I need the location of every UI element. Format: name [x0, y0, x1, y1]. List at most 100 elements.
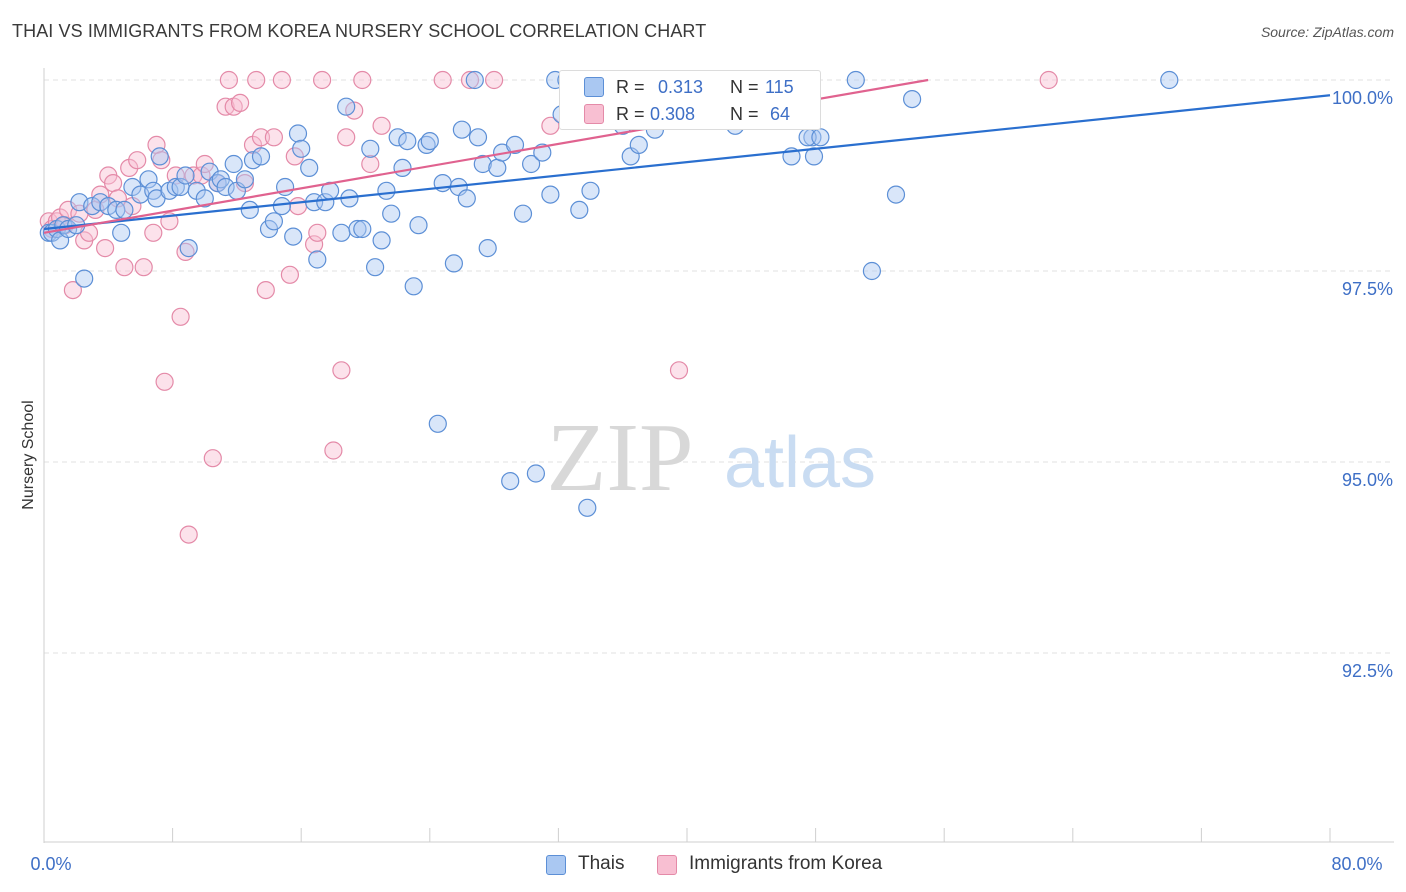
korea-point [231, 93, 250, 113]
korea-point [128, 151, 147, 170]
korea-point [361, 154, 380, 174]
thais-point [513, 204, 533, 223]
thais-point [505, 135, 525, 154]
thais-point [886, 185, 906, 204]
korea-point [63, 281, 83, 300]
korea-point [1039, 70, 1058, 90]
bottom-swatch-pink [657, 855, 677, 875]
x-tick-right: 80.0% [1331, 854, 1382, 874]
thais-point [409, 216, 428, 235]
korea-point [144, 223, 163, 242]
thais-point [465, 70, 484, 90]
korea-point [288, 197, 308, 216]
legend-n-label: N = [730, 104, 759, 124]
thais-point [404, 277, 423, 296]
korea-point [372, 116, 391, 135]
korea-point [541, 116, 560, 135]
thais-point [629, 135, 648, 154]
thais-point [428, 414, 447, 433]
thais-point [444, 254, 463, 273]
korea-point [155, 372, 174, 391]
y-tick-label: 97.5% [1342, 279, 1393, 299]
korea-point [332, 361, 351, 380]
thais-point [353, 219, 372, 239]
thais-point [501, 472, 520, 491]
korea-point [324, 441, 343, 460]
y-axis-label: Nursery School [20, 400, 37, 509]
thais-point [115, 200, 134, 219]
watermark-zip: ZIP [547, 404, 694, 512]
bottom-legend-label: Thais [578, 853, 625, 874]
thais-trend-line [43, 94, 1331, 231]
thais-point [284, 227, 303, 246]
legend-r-label: R = [616, 104, 645, 124]
thais-point [382, 204, 401, 223]
korea-point [337, 128, 356, 147]
thais-point [488, 158, 507, 177]
thais-point [473, 154, 492, 174]
thais-point [150, 147, 169, 166]
x-tick-left: 0.0% [30, 854, 71, 874]
thais-point [372, 231, 391, 250]
thais-point [348, 219, 367, 239]
thais-point [570, 200, 589, 219]
korea-point [313, 70, 332, 90]
thais-point [251, 147, 271, 166]
thais-point [393, 158, 412, 177]
thais-point [264, 212, 283, 231]
korea-point [134, 258, 153, 277]
thais-point [112, 223, 131, 242]
thais-point [308, 250, 327, 269]
y-tick-label: 100.0% [1332, 88, 1393, 108]
thais-point [75, 269, 94, 288]
thais-point [581, 181, 600, 200]
thais-point [240, 200, 259, 219]
bottom-legend-label: Immigrants from Korea [689, 853, 883, 874]
thais-point [521, 154, 541, 174]
legend-n-value: 115 [765, 77, 794, 97]
thais-point [224, 154, 243, 174]
bottom-swatch-blue [546, 855, 566, 875]
y-tick-label: 92.5% [1342, 661, 1393, 681]
thais-point [361, 139, 380, 158]
thais-point [846, 70, 865, 90]
legend-n-value: 64 [770, 104, 791, 124]
korea-point [285, 147, 304, 166]
korea-point [203, 449, 222, 468]
source-label: Source: ZipAtlas.com [1260, 24, 1394, 40]
korea-point [95, 239, 115, 258]
thais-point [337, 97, 356, 116]
thais-point [398, 132, 417, 151]
korea-point [219, 70, 238, 90]
korea-point [103, 174, 123, 193]
chart-title: THAI VS IMMIGRANTS FROM KOREA NURSERY SC… [12, 21, 707, 41]
watermark-atlas: atlas [724, 423, 876, 503]
thais-point [195, 189, 214, 208]
thais-point [862, 261, 882, 281]
thais-point [388, 128, 407, 147]
thais-point [1160, 70, 1179, 90]
thais-point [541, 185, 560, 204]
thais-point [478, 239, 497, 258]
legend-r-label: R = [616, 77, 645, 97]
thais-point [300, 158, 319, 177]
thais-point [179, 239, 198, 258]
y-tick-labels: 100.0% 97.5% 95.0% 92.5% [1332, 88, 1393, 681]
korea-point [179, 525, 198, 544]
korea-point [460, 70, 480, 90]
thais-point [292, 139, 311, 158]
thais-point [288, 124, 308, 143]
thais-point [578, 498, 597, 517]
legend-row-thais: R = 0.313 N = 115 [560, 75, 820, 99]
thais-point [216, 177, 235, 197]
legend-swatch-blue [584, 77, 604, 97]
correlation-legend: R = 0.313 N = 115 R = 0.308 N = 64 [559, 70, 821, 130]
thais-point [316, 193, 335, 212]
korea-point [305, 235, 324, 254]
korea-point [485, 70, 504, 90]
thais-point [366, 258, 385, 277]
thais-point [420, 132, 439, 151]
korea-point [251, 128, 271, 147]
thais-point [452, 120, 471, 139]
